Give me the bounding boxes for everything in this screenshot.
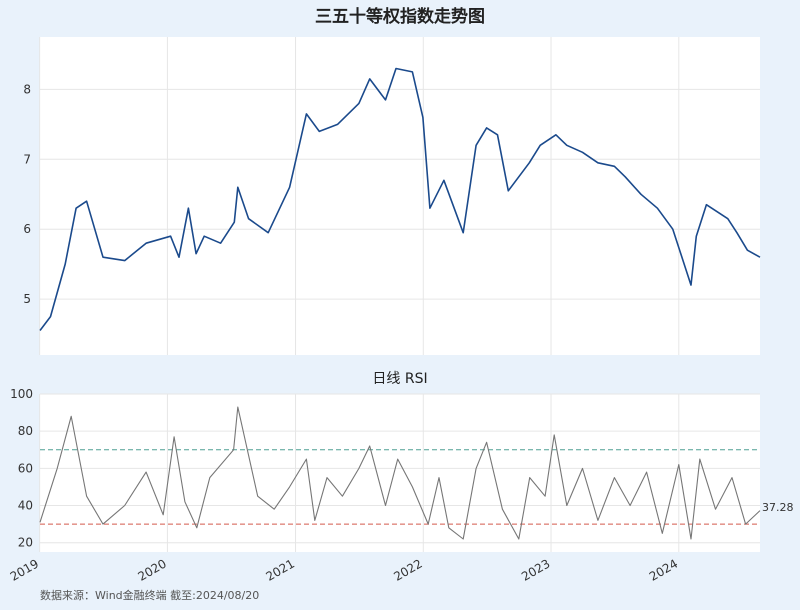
- rsi-reference-lines: [40, 449, 760, 525]
- x-tick-label: 2023: [519, 556, 552, 583]
- source-note: 数据来源：Wind金融终端 截至:2024/08/20: [40, 588, 259, 602]
- price-index-line: [39, 67, 761, 331]
- rsi-y-tick-label: 80: [18, 424, 33, 438]
- x-ticks: 2019 2020 2021 2022 2023 2024: [8, 556, 681, 583]
- rsi-line: [39, 406, 761, 540]
- rsi-y-tick-label: 100: [10, 387, 33, 401]
- rsi-y-tick-label: 60: [18, 461, 33, 475]
- price-y-tick-label: 8: [23, 82, 31, 96]
- price-y-tick-label: 6: [23, 222, 31, 236]
- price-y-ticks: 5 6 7 8: [23, 82, 31, 306]
- x-tick-label: 2020: [135, 556, 168, 583]
- rsi-title: 日线 RSI: [372, 371, 427, 387]
- rsi-y-tick-label: 40: [18, 499, 33, 513]
- rsi-y-ticks: 20 40 60 80 100: [10, 387, 33, 550]
- rsi-y-tick-label: 20: [18, 536, 33, 550]
- rsi-last-value-label: 37.28: [762, 501, 794, 514]
- price-y-tick-label: 7: [23, 152, 31, 166]
- price-plot-area: [40, 37, 760, 355]
- price-gridlines: [39, 37, 760, 355]
- price-y-tick-label: 5: [23, 292, 31, 306]
- x-tick-label: 2022: [391, 556, 424, 583]
- chart-title: 三五十等权指数走势图: [315, 6, 485, 27]
- x-tick-label: 2024: [647, 556, 680, 583]
- x-tick-label: 2019: [8, 556, 41, 583]
- series-lines: [39, 67, 761, 540]
- x-tick-label: 2021: [264, 556, 297, 583]
- rsi-gridlines: [39, 393, 760, 552]
- rsi-plot-area: [40, 394, 760, 552]
